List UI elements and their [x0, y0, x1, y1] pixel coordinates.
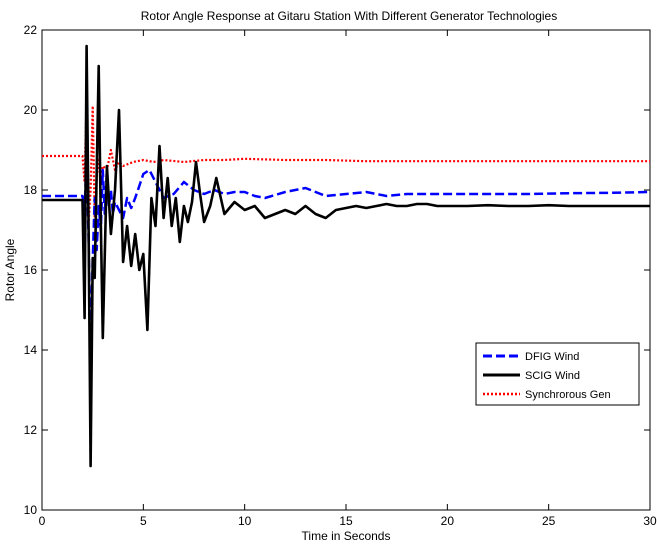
x-tick-label: 0 [39, 514, 46, 528]
y-tick-label: 10 [24, 503, 38, 517]
legend-label-sync: Synchrorous Gen [525, 389, 611, 401]
y-tick-label: 18 [24, 183, 38, 197]
y-tick-label: 20 [24, 103, 38, 117]
x-tick-label: 15 [339, 514, 353, 528]
x-axis-label: Time in Seconds [302, 529, 391, 543]
legend-label-dfig: DFIG Wind [525, 351, 579, 363]
y-tick-label: 22 [24, 23, 38, 37]
x-tick-label: 25 [542, 514, 556, 528]
series-line-dfig-wind [42, 156, 651, 356]
x-tick-label: 20 [441, 514, 455, 528]
x-axis: 0 5 10 15 20 25 30 [39, 30, 657, 528]
legend: DFIG Wind SCIG Wind Synchrorous Gen [475, 342, 640, 406]
y-tick-label: 12 [24, 423, 38, 437]
series-layer [42, 44, 651, 468]
y-axis-label: Rotor Angle [3, 238, 17, 301]
y-axis: 10 12 14 16 18 20 22 [24, 23, 650, 517]
legend-label-scig: SCIG Wind [525, 370, 580, 382]
y-tick-label: 16 [24, 263, 38, 277]
plot-area-frame [41, 29, 651, 511]
x-tick-label: 30 [643, 514, 657, 528]
y-tick-label: 14 [24, 343, 38, 357]
chart-title: Rotor Angle Response at Gitaru Station W… [141, 9, 557, 23]
x-tick-label: 10 [238, 514, 252, 528]
x-tick-label: 5 [140, 514, 147, 528]
series-line-scig-wind [42, 44, 650, 468]
